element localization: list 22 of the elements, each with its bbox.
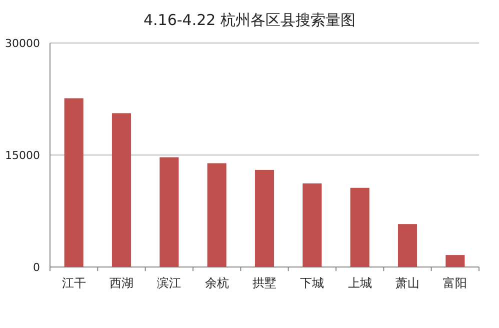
bar (64, 98, 84, 267)
x-tick-label: 上城 (348, 276, 372, 290)
bar (207, 163, 226, 267)
x-tick-label: 滨江 (157, 276, 182, 290)
y-tick-label: 30000 (5, 37, 40, 50)
bar (302, 183, 322, 267)
x-tick-label: 余杭 (204, 276, 229, 290)
bar (112, 113, 132, 267)
bar (160, 157, 179, 267)
x-tick-label: 西湖 (110, 276, 134, 290)
y-tick-label: 15000 (5, 149, 40, 162)
x-tick-label: 拱墅 (252, 276, 276, 290)
y-tick-label: 0 (33, 261, 40, 274)
x-tick-label: 下城 (300, 276, 324, 290)
x-tick-label: 萧山 (396, 276, 420, 290)
x-tick-label: 江干 (62, 276, 86, 290)
bar (350, 188, 370, 267)
x-tick-label: 富阳 (443, 276, 468, 290)
bar (446, 255, 465, 267)
bar (254, 170, 274, 267)
chart-title: 4.16-4.22 杭州各区县搜索量图 (144, 11, 356, 29)
bar (398, 224, 418, 267)
